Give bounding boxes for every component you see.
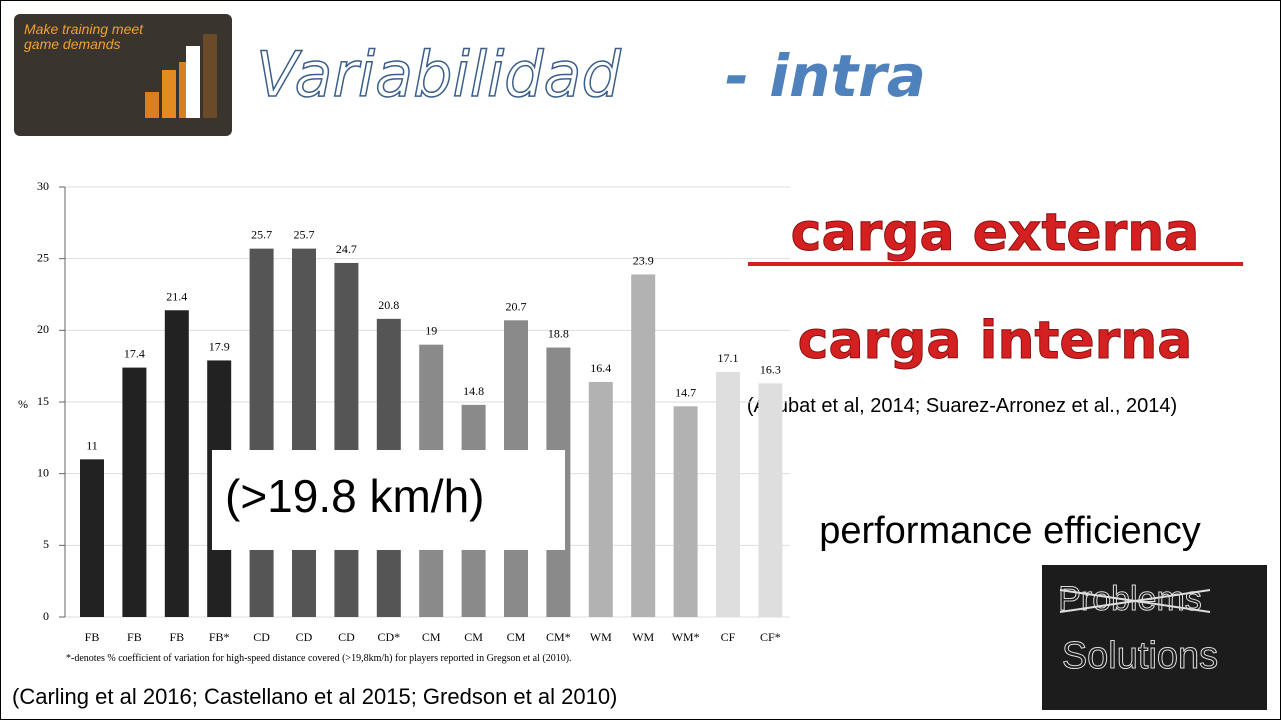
value-label: 14.7 xyxy=(675,385,696,399)
image-crossed: Problems xyxy=(1058,580,1202,618)
title-suffix: - intra xyxy=(725,42,926,110)
y-tick-label: 30 xyxy=(37,179,49,193)
value-label: 17.4 xyxy=(124,347,145,361)
value-label: 24.7 xyxy=(336,242,357,256)
y-tick-label: 0 xyxy=(43,609,49,623)
bar xyxy=(334,262,359,617)
load-refs: (Akubat et al, 2014; Suarez-Arronez et a… xyxy=(747,395,1177,417)
y-tick-label: 15 xyxy=(37,394,49,408)
x-tick-label: CM xyxy=(464,630,483,644)
value-label: 16.3 xyxy=(760,362,781,376)
speed-box: (>19.8 km/h) xyxy=(225,470,485,522)
bar xyxy=(249,248,274,617)
value-label: 20.8 xyxy=(378,298,399,312)
x-tick-label: FB xyxy=(127,630,142,644)
value-label: 14.8 xyxy=(463,384,484,398)
external-load: carga externa xyxy=(791,203,1200,263)
logo-bar xyxy=(186,46,200,118)
bar xyxy=(164,310,189,617)
x-tick-label: WM* xyxy=(672,630,700,644)
x-tick-label: CD xyxy=(253,630,270,644)
x-tick-label: CD xyxy=(338,630,355,644)
value-label: 18.8 xyxy=(548,327,569,341)
value-label: 25.7 xyxy=(251,228,272,242)
bar xyxy=(673,406,698,617)
x-tick-label: CM xyxy=(507,630,526,644)
bar xyxy=(80,459,104,617)
y-axis-label: % xyxy=(18,397,28,411)
value-label: 23.9 xyxy=(633,253,654,267)
bar xyxy=(292,248,316,617)
x-tick-label: FB xyxy=(85,630,100,644)
y-tick-label: 25 xyxy=(37,250,49,264)
y-tick-label: 10 xyxy=(37,465,49,479)
logo-bar xyxy=(203,34,217,118)
x-tick-label: CM xyxy=(422,630,441,644)
bar xyxy=(122,367,147,617)
logo-text: Make training meet game demands xyxy=(24,22,144,52)
x-tick-label: CD xyxy=(296,630,313,644)
value-label: 17.9 xyxy=(209,339,230,353)
x-tick-label: WM xyxy=(632,630,654,644)
overlay: (>19.8 km/h) xyxy=(212,450,565,550)
x-tick-label: CD* xyxy=(377,630,400,644)
internal-load: carga interna xyxy=(798,311,1193,371)
logo-bar xyxy=(162,70,176,118)
y-tick-label: 5 xyxy=(43,537,49,551)
cross xyxy=(1059,589,1211,613)
logo: Make training meet game demands xyxy=(14,14,232,136)
logo-bar xyxy=(145,92,159,118)
bar xyxy=(631,274,656,617)
chart-refs: (Carling et al 2016; Castellano et al 20… xyxy=(12,684,617,709)
x-tick-label: FB* xyxy=(209,630,230,644)
performance-text: performance efficiency xyxy=(819,510,1201,552)
value-label: 21.4 xyxy=(166,289,187,303)
value-label: 20.7 xyxy=(506,299,527,313)
x-tick-label: CM* xyxy=(546,630,571,644)
value-label: 11 xyxy=(86,438,98,452)
bar xyxy=(716,371,740,617)
speed-box-bg xyxy=(212,450,565,550)
image-word: Solutions xyxy=(1062,635,1218,677)
title-main: Variabilidad xyxy=(256,38,622,111)
footnote: *-denotes % coefficient of variation for… xyxy=(66,653,572,664)
logo-bg xyxy=(14,14,232,136)
chalkboard-image: Problems Solutions xyxy=(1042,565,1267,710)
x-tick-label: CF xyxy=(721,630,736,644)
value-label: 19 xyxy=(425,324,437,338)
value-label: 25.7 xyxy=(294,228,315,242)
bar xyxy=(758,383,783,617)
chalkboard xyxy=(1042,565,1267,710)
value-label: 16.4 xyxy=(590,361,611,375)
value-label: 17.1 xyxy=(718,351,739,365)
logo-text-box: Make training meet game demands xyxy=(24,22,144,52)
x-tick-label: WM xyxy=(590,630,612,644)
x-tick-label: CF* xyxy=(760,630,781,644)
x-tick-label: FB xyxy=(169,630,184,644)
bar xyxy=(588,381,613,617)
y-tick-label: 20 xyxy=(37,322,49,336)
